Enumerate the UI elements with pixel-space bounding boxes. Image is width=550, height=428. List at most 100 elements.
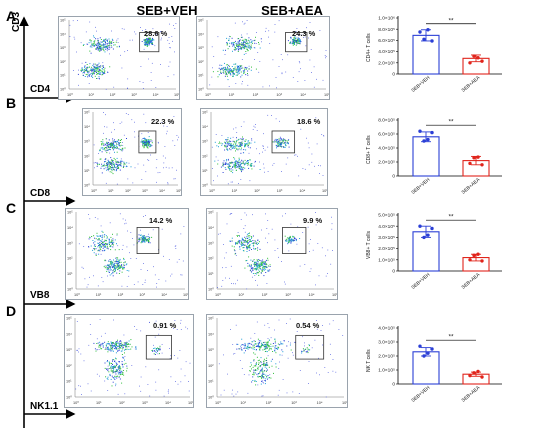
bar-y-tick-label: 0: [392, 382, 395, 388]
data-point: [468, 161, 472, 166]
flow-x-tick-label: 10⁵: [324, 93, 329, 97]
flow-x-tick-label: 10¹: [232, 189, 238, 193]
bar-y-tick-label: 4.0×10⁵: [378, 224, 395, 230]
data-point: [472, 371, 476, 375]
flow-y-tick-label: 10³: [198, 46, 204, 50]
flow-y-tick-label: 10⁰: [208, 288, 214, 292]
flow-y-tick-label: 10⁴: [60, 32, 66, 36]
flow-x-tick-label: 10³: [276, 93, 282, 97]
flow-x-tick-label: 10¹: [240, 401, 246, 405]
bar-y-tick-label: 6.0×10⁵: [378, 38, 395, 44]
gate-percent: 9.9 %: [303, 216, 323, 225]
flow-x-tick-label: 10³: [142, 189, 148, 193]
data-point: [468, 258, 472, 262]
flow-y-tick-label: 10³: [60, 46, 66, 50]
data-point: [418, 129, 422, 133]
bar: [412, 231, 440, 272]
flow-y-tick-label: 10⁴: [67, 226, 73, 230]
flow-y-tick-label: 10²: [202, 154, 208, 158]
flow-x-tick-label: 10³: [291, 401, 297, 405]
data-point: [430, 226, 434, 231]
row-letter-a: A: [6, 8, 17, 24]
flow-x-tick-label: 10⁴: [165, 401, 171, 405]
bar-x-tick-label: SEB+VEH: [410, 385, 431, 404]
gate-box: [138, 130, 157, 154]
bar-chart-nk: NK T cells 0 1.0×10⁵ 2.0×10⁵ 3.0×10⁵ 4.0×10⁵ S…: [362, 318, 508, 410]
flow-y-tick-label: 10⁴: [208, 332, 214, 336]
significance-label: **: [448, 119, 454, 126]
flow-x-tick-label: 10⁴: [299, 189, 305, 193]
flow-y-tick-label: 10⁵: [84, 111, 90, 115]
bar-y-axis-label: NK T cells: [366, 349, 372, 372]
data-point: [472, 54, 476, 58]
flow-y-tick-label: 10³: [84, 140, 90, 144]
flow-x-tick-label: 10²: [125, 189, 131, 193]
flow-x-tick-label: 10²: [262, 293, 268, 297]
bar-y-tick-label: 0: [392, 174, 395, 180]
data-point: [472, 253, 476, 258]
flow-y-tick-label: 10⁵: [208, 317, 214, 321]
bar-y-tick-label: 4.0×10⁵: [378, 146, 395, 152]
flow-x-tick-label: 10⁰: [209, 189, 215, 193]
flow-y-tick-label: 10⁰: [198, 88, 204, 92]
significance-label: **: [448, 334, 454, 341]
data-point: [422, 235, 426, 240]
flow-y-tick-label: 10⁵: [198, 19, 204, 23]
bar-y-tick-label: 3.0×10⁵: [378, 235, 395, 241]
flow-x-tick-label: 10⁵: [322, 189, 327, 193]
flow-x-tick-label: 10⁴: [159, 189, 165, 193]
flow-x-tick-label: 10⁴: [300, 93, 306, 97]
flow-x-tick-label: 10¹: [108, 189, 114, 193]
flow-x-tick-label: 10⁰: [73, 401, 79, 405]
bar-x-tick-label: SEB+AEA: [461, 74, 482, 93]
flow-x-tick-label: 10⁰: [67, 93, 73, 97]
row-letter-c: C: [6, 200, 17, 216]
bar-chart-cd8: CD8+ T cells 0 2.0×10⁵ 4.0×10⁵ 6.0×10⁵ 8.0×10…: [362, 110, 508, 202]
data-point: [476, 369, 480, 374]
flow-y-tick-label: 10¹: [208, 380, 214, 384]
data-point: [422, 37, 426, 41]
bar: [412, 34, 440, 75]
bar-chart-cd4: CD4+ T cells 0 2.0×10⁵ 4.0×10⁵ 6.0×10⁵ 8.0×10…: [362, 8, 508, 100]
bar-y-tick-label: 2.0×10⁵: [378, 60, 395, 66]
flow-x-tick-label: 10²: [254, 189, 260, 193]
flow-x-tick-label: 10¹: [96, 293, 102, 297]
flow-events: [69, 20, 177, 90]
flow-y-tick-label: 10²: [60, 60, 66, 64]
flow-y-tick-label: 10⁴: [84, 125, 90, 129]
bar-x-tick-label: SEB+AEA: [461, 176, 482, 195]
flow-x-tick-label: 10⁵: [332, 293, 337, 297]
gate-percent: 18.6 %: [297, 117, 321, 126]
data-point: [430, 39, 434, 43]
flow-x-tick-label: 10⁵: [342, 401, 347, 405]
flow-x-tick-label: 10¹: [229, 93, 235, 97]
bar-x-tick-label: SEB+VEH: [410, 75, 431, 94]
data-point: [418, 344, 422, 348]
flow-x-tick-label: 10⁴: [317, 401, 323, 405]
data-point: [472, 156, 476, 160]
flow-x-tick-label: 10⁵: [174, 93, 179, 97]
flow-y-tick-label: 10²: [67, 257, 73, 261]
flow-y-tick-label: 10¹: [208, 272, 214, 276]
flow-events: [218, 318, 344, 398]
gate-percent: 0.91 %: [153, 321, 177, 330]
flow-events: [75, 319, 191, 397]
flow-y-tick-label: 10⁵: [202, 111, 208, 115]
significance-label: **: [448, 214, 454, 221]
gate-percent: 14.2 %: [149, 216, 173, 225]
bar-y-tick-label: 1.0×10⁶: [378, 16, 395, 22]
flow-x-tick-label: 10⁰: [91, 189, 97, 193]
flow-y-tick-label: 10³: [208, 348, 214, 352]
marker-nk11: NK1.1: [30, 401, 59, 412]
bar-y-tick-label: 1.0×10⁵: [378, 368, 395, 374]
flow-y-tick-label: 10³: [67, 241, 73, 245]
flow-x-tick-label: 10²: [266, 401, 272, 405]
gate-percent: 22.3 %: [151, 117, 175, 126]
flow-x-tick-label: 10¹: [88, 93, 94, 97]
gate-box: [139, 32, 160, 53]
